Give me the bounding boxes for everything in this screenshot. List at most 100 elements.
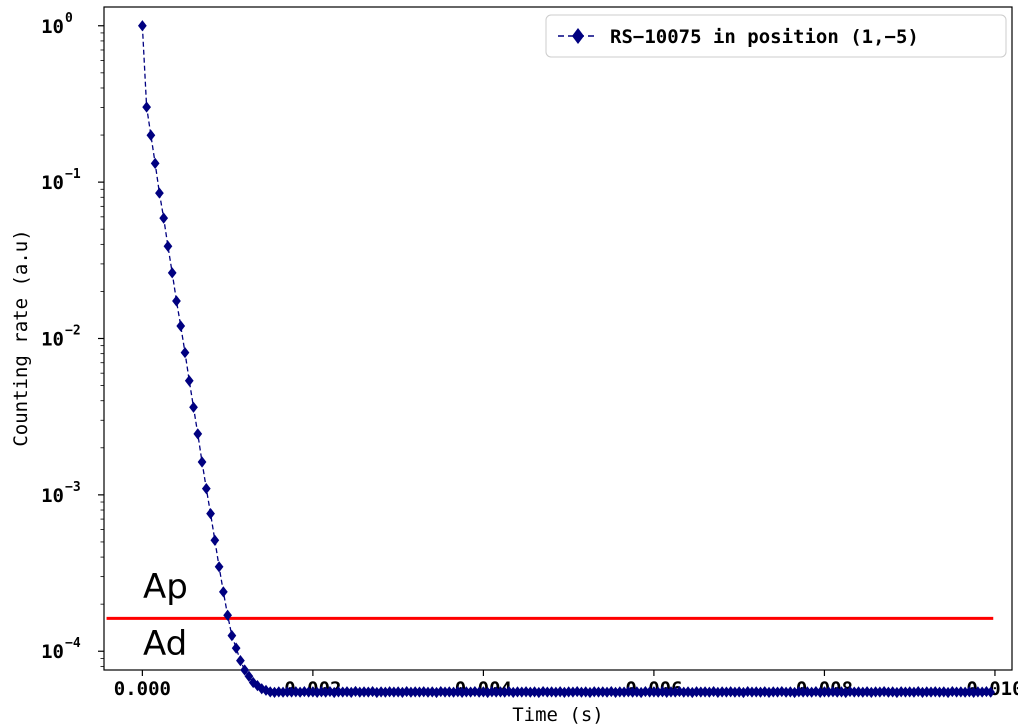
data-point-64 bbox=[410, 686, 420, 698]
data-point-56 bbox=[376, 686, 386, 698]
data-point-116 bbox=[632, 686, 642, 698]
data-point-24 bbox=[240, 664, 250, 676]
data-point-176 bbox=[888, 686, 898, 698]
data-point-151 bbox=[781, 686, 791, 698]
data-point-8 bbox=[172, 295, 181, 307]
y-tick-exp-3: −3 bbox=[65, 480, 81, 495]
data-point-4 bbox=[155, 187, 164, 199]
y-tick-label-1: 10 bbox=[41, 172, 64, 194]
legend-marker-diamond bbox=[572, 28, 584, 44]
data-point-63 bbox=[406, 686, 416, 698]
data-point-31 bbox=[270, 686, 279, 698]
y-tick-exp-1: −1 bbox=[65, 167, 81, 182]
data-point-198 bbox=[982, 685, 991, 698]
y-tick-label-2: 10 bbox=[41, 329, 64, 351]
data-point-11 bbox=[184, 375, 194, 387]
y-tick-base-1: 10 bbox=[41, 172, 64, 194]
data-point-142 bbox=[743, 685, 753, 698]
y-tick-base-0: 10 bbox=[41, 16, 64, 38]
y-tick-label-0: 10 bbox=[41, 16, 64, 38]
data-point-61 bbox=[398, 686, 407, 698]
data-point-120 bbox=[649, 686, 659, 698]
data-point-74 bbox=[453, 686, 463, 698]
annotation-ad: Ad bbox=[143, 624, 187, 664]
data-point-55 bbox=[372, 686, 382, 699]
data-point-84 bbox=[496, 686, 505, 698]
data-point-148 bbox=[768, 686, 778, 698]
y-tick-base-3: 10 bbox=[41, 485, 64, 507]
data-series-layer bbox=[137, 20, 996, 699]
data-point-46 bbox=[334, 686, 343, 698]
x-axis-label: Time (s) bbox=[512, 704, 604, 726]
data-point-100 bbox=[564, 686, 574, 698]
data-point-79 bbox=[474, 686, 484, 698]
data-point-7 bbox=[167, 267, 177, 279]
data-point-80 bbox=[479, 686, 488, 698]
data-point-23 bbox=[236, 655, 245, 667]
data-point-28 bbox=[257, 683, 267, 695]
data-point-91 bbox=[525, 686, 535, 698]
data-point-172 bbox=[871, 686, 880, 698]
data-point-3 bbox=[150, 157, 160, 169]
data-point-121 bbox=[653, 686, 663, 698]
data-point-117 bbox=[636, 686, 646, 699]
data-point-193 bbox=[960, 686, 970, 698]
data-point-189 bbox=[943, 686, 953, 699]
data-point-60 bbox=[393, 686, 403, 698]
y-tick-exp-2: −2 bbox=[65, 324, 81, 339]
data-point-12 bbox=[189, 401, 198, 413]
data-point-20 bbox=[223, 609, 232, 621]
data-point-76 bbox=[461, 686, 471, 698]
data-point-104 bbox=[581, 686, 591, 698]
data-point-27 bbox=[253, 680, 262, 692]
data-point-112 bbox=[615, 686, 625, 698]
data-point-42 bbox=[317, 686, 326, 698]
data-point-16 bbox=[206, 508, 215, 520]
data-point-21 bbox=[227, 629, 237, 642]
x-tick-label-0: 0.000 bbox=[114, 678, 171, 700]
data-point-108 bbox=[598, 686, 608, 698]
data-point-78 bbox=[470, 685, 480, 698]
y-tick-label-3: 10 bbox=[41, 485, 64, 507]
y-tick-base-4: 10 bbox=[41, 641, 64, 663]
data-point-59 bbox=[389, 686, 399, 698]
y-tick-exp-4: −4 bbox=[65, 636, 81, 651]
data-point-10 bbox=[180, 346, 190, 359]
data-point-77 bbox=[466, 686, 475, 698]
data-point-14 bbox=[197, 456, 207, 468]
data-point-185 bbox=[926, 686, 936, 698]
data-point-9 bbox=[176, 320, 186, 332]
y-tick-label-4: 10 bbox=[41, 641, 64, 663]
data-point-44 bbox=[325, 685, 335, 698]
y-axis-label: Counting rate (a.u) bbox=[10, 229, 32, 446]
data-point-138 bbox=[726, 686, 736, 698]
data-point-34 bbox=[282, 686, 292, 698]
data-point-5 bbox=[159, 212, 169, 224]
data-point-18 bbox=[214, 561, 224, 573]
data-point-15 bbox=[201, 483, 211, 495]
data-point-62 bbox=[402, 685, 412, 698]
data-point-13 bbox=[193, 428, 203, 440]
data-point-155 bbox=[798, 686, 808, 698]
data-point-184 bbox=[922, 686, 932, 698]
legend-box bbox=[545, 14, 1007, 58]
data-point-57 bbox=[380, 686, 390, 698]
data-point-30 bbox=[265, 686, 275, 698]
data-point-2 bbox=[146, 129, 156, 141]
data-point-52 bbox=[359, 686, 369, 698]
legend-label: RS−10075 in position (1,−5) bbox=[610, 26, 919, 48]
data-point-0 bbox=[137, 20, 147, 32]
data-point-32 bbox=[274, 686, 284, 698]
data-point-47 bbox=[338, 686, 348, 698]
data-point-17 bbox=[210, 534, 220, 546]
data-point-180 bbox=[905, 686, 915, 698]
plot-area bbox=[103, 6, 1013, 671]
data-point-19 bbox=[218, 586, 228, 598]
data-point-81 bbox=[483, 686, 493, 699]
data-point-72 bbox=[444, 686, 454, 698]
data-point-125 bbox=[670, 686, 680, 698]
data-point-75 bbox=[457, 686, 467, 698]
data-point-45 bbox=[329, 686, 339, 699]
